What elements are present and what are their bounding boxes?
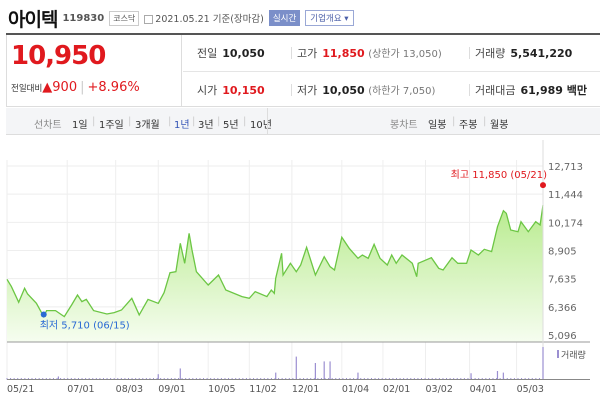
open-price: 10,150 (222, 83, 265, 97)
volume-legend: 거래량 (561, 349, 586, 361)
volume-bar (323, 361, 325, 379)
quote-row-2: 시가 10,150 저가 10,050 (하한가 7,050) 거래대금 61,989… (183, 71, 600, 107)
volume-bar (357, 372, 359, 379)
open-label: 시가 (197, 83, 218, 97)
volume-bar (502, 372, 504, 379)
line-chart-label: 선차트 (34, 120, 62, 131)
x-tick-label: 10/05 (208, 384, 235, 395)
x-tick-label: 02/01 (383, 384, 410, 395)
volume-value: 5,541,220 (510, 47, 573, 60)
y-tick-label: 6,366 (548, 303, 577, 314)
price-chart[interactable]: 12,713 11,444 10,174 8,905 7,635 6,366 5,096 05… (0, 140, 600, 408)
price-change: 전일대비▲900 | +8.96% (11, 80, 140, 95)
y-tick-label: 5,096 (548, 331, 577, 342)
tab-3m[interactable]: 3개월 (135, 120, 160, 131)
volume-label: 거래량 (475, 47, 506, 60)
volume-bar (295, 356, 297, 379)
volume-bar (329, 361, 331, 379)
x-tick-label: 11/02 (249, 384, 276, 395)
current-price-panel: 10,950 전일대비▲900 | +8.96% (6, 35, 182, 107)
x-tick-label: 07/01 (67, 384, 94, 395)
volume-bar (470, 373, 472, 379)
volume-bar (542, 347, 544, 379)
tab-monthly[interactable]: 월봉 (490, 120, 509, 131)
y-tick-label: 12,713 (548, 162, 583, 173)
tab-daily[interactable]: 일봉 (428, 120, 447, 131)
tab-5y[interactable]: 5년 (223, 120, 239, 131)
calendar-icon (144, 15, 154, 24)
x-tick-label: 03/02 (426, 384, 453, 395)
stock-name: 아이텍 (8, 8, 58, 31)
lower-limit: (하한가 7,050) (368, 85, 436, 97)
low-price: 10,050 (322, 83, 365, 97)
max-marker (540, 182, 546, 189)
high-price: 11,850 (322, 47, 365, 60)
tab-1d[interactable]: 1일 (72, 120, 88, 131)
volume-bar (157, 374, 159, 379)
prev-label: 전일 (197, 47, 218, 60)
tab-1w[interactable]: 1주일 (99, 120, 124, 131)
y-tick-label: 10,174 (548, 218, 583, 229)
change-value: 900 (52, 80, 78, 95)
up-arrow-icon: ▲ (42, 80, 53, 95)
tab-10y[interactable]: 10년 (250, 120, 272, 131)
upper-limit: (상한가 13,050) (368, 49, 442, 60)
market-badge: 코스닥 (109, 10, 140, 26)
volume-bar (275, 372, 277, 379)
current-price: 10,950 (11, 41, 106, 71)
quote-row-1: 전일 10,050 고가 11,850 (상한가 13,050) 거래량 5,541,… (183, 35, 600, 71)
price-line (6, 205, 544, 319)
max-annotation: 최고 11,850 (05/21) (451, 169, 547, 181)
x-tick-label: 08/03 (116, 384, 143, 395)
high-label: 고가 (297, 47, 318, 60)
quote-details: 전일 10,050 고가 11,850 (상한가 13,050) 거래량 5,541,… (183, 35, 600, 107)
tab-3y[interactable]: 3년 (198, 120, 214, 131)
tab-weekly[interactable]: 주봉 (459, 120, 478, 131)
company-info-dropdown[interactable]: 기업개요 ▾ (305, 10, 354, 26)
divider: | (80, 80, 85, 95)
prev-close: 10,050 (222, 47, 265, 60)
volume-bar (179, 368, 181, 379)
x-tick-label: 12/01 (292, 384, 319, 395)
base-date: 2021.05.21 기준(장마감) (144, 11, 264, 25)
min-marker (40, 311, 47, 318)
y-tick-label: 8,905 (548, 247, 577, 258)
stock-code: 119830 (62, 12, 105, 24)
tab-1y[interactable]: 1년 (174, 120, 190, 131)
x-tick-label: 01/04 (342, 384, 369, 395)
min-annotation: 최저 5,710 (06/15) (40, 319, 130, 331)
chart-period-tabs: 선차트 1일 | 1주일 | 3개월 | 1년 | 3년 | 5년 | 10년 … (6, 108, 600, 135)
x-tick-label: 05/03 (517, 384, 544, 395)
volume-bar (314, 363, 316, 379)
price-area-fill (7, 205, 543, 342)
y-tick-label: 11,444 (548, 190, 583, 201)
y-tick-label: 7,635 (548, 275, 577, 286)
candle-chart-label: 봉차트 (390, 120, 418, 131)
trade-value-label: 거래대금 (475, 83, 516, 97)
quote-box: 10,950 전일대비▲900 | +8.96% 전일 10,050 고가 11,850… (6, 33, 600, 107)
volume-bar (496, 371, 499, 379)
low-label: 저가 (297, 83, 318, 97)
change-label: 전일대비 (11, 84, 43, 94)
x-tick-label: 05/21 (7, 384, 34, 395)
realtime-button[interactable]: 실시간 (268, 10, 301, 26)
x-tick-label: 09/01 (158, 384, 185, 395)
trade-value: 61,989 백만 (520, 83, 588, 97)
base-date-text: 2021.05.21 기준(장마감) (155, 14, 264, 25)
stock-header: 아이텍 119830 코스닥 2021.05.21 기준(장마감) 실시간 기업… (8, 6, 354, 31)
x-tick-label: 04/01 (470, 384, 497, 395)
volume-bar (57, 376, 59, 379)
change-percent: +8.96% (87, 80, 140, 95)
volume-legend-icon (557, 350, 559, 358)
